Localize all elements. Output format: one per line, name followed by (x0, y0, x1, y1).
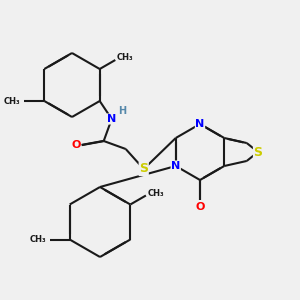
Text: N: N (195, 119, 205, 129)
Text: O: O (71, 140, 80, 150)
Text: H: H (118, 106, 126, 116)
Text: CH₃: CH₃ (148, 189, 164, 198)
Text: S: S (254, 146, 262, 158)
Text: N: N (107, 114, 116, 124)
Text: CH₃: CH₃ (117, 53, 134, 62)
Text: CH₃: CH₃ (29, 235, 46, 244)
Text: O: O (195, 202, 205, 212)
Text: CH₃: CH₃ (4, 97, 21, 106)
Text: N: N (171, 161, 180, 171)
Text: S: S (139, 163, 148, 176)
